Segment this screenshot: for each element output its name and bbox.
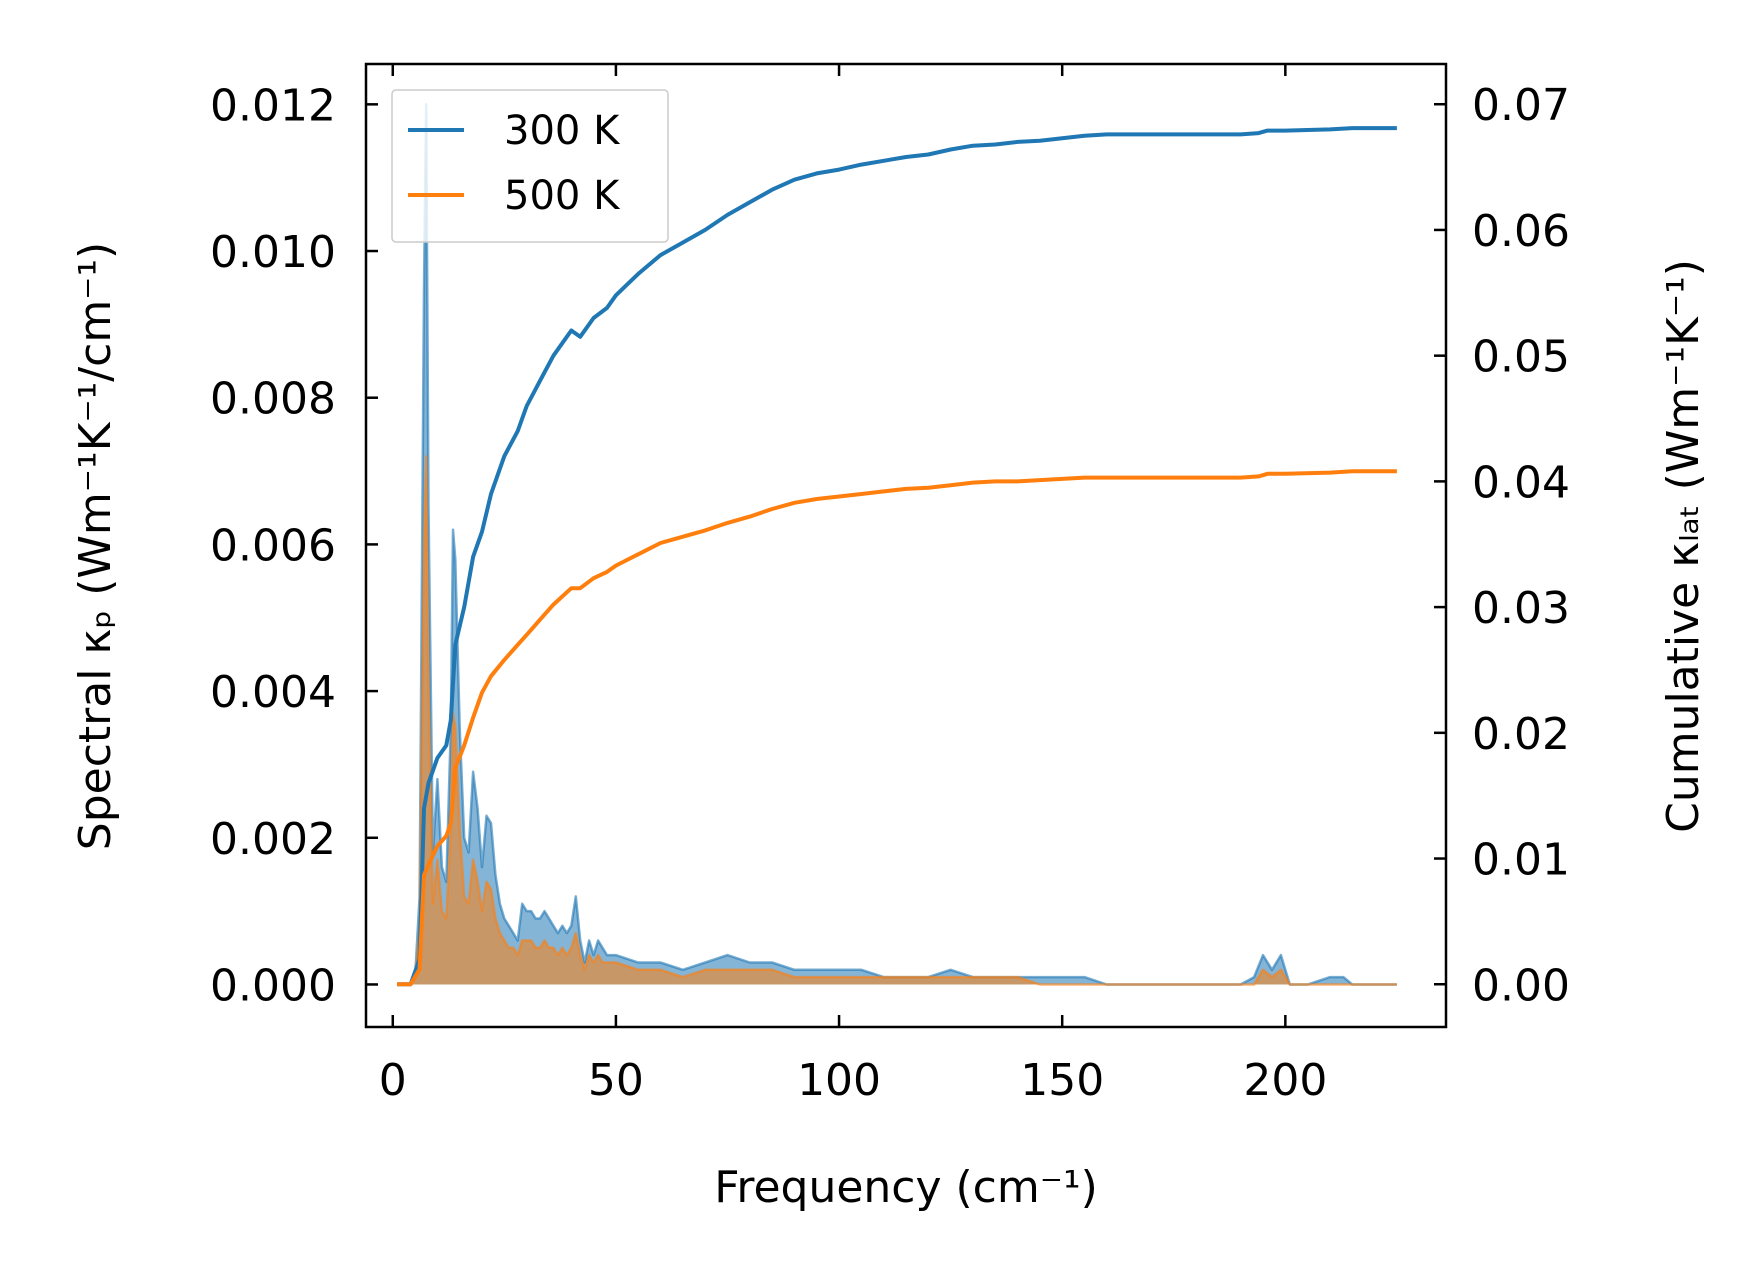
y-right-tick-label: 0.05: [1472, 332, 1570, 383]
y-right-tick-label: 0.04: [1472, 457, 1570, 508]
y-left-tick-label: 0.012: [210, 80, 336, 131]
y-right-tick-label: 0.00: [1472, 960, 1570, 1011]
axis-ticks: 0 50 100 150 200 0.000 0.002 0.004 0.006 0.008 0.0…: [210, 64, 1570, 1106]
plot-area: [397, 103, 1397, 987]
legend-label-300k: 300 K: [504, 108, 621, 154]
spectral-line-500k: [397, 455, 1397, 986]
series-lines: [397, 126, 1397, 987]
y-left-tick-label: 0.006: [210, 520, 336, 571]
x-tick-label: 50: [588, 1055, 644, 1106]
spectral-fill-300k: [397, 104, 1397, 985]
x-tick-label: 0: [379, 1055, 407, 1106]
y-right-axis-label: Cumulative κₗₐₜ (Wm⁻¹K⁻¹): [1658, 259, 1709, 833]
spectral-fills: [397, 103, 1397, 986]
y-left-tick-label: 0.000: [210, 960, 336, 1011]
x-tick-label: 100: [797, 1055, 881, 1106]
y-left-axis-label: Spectral κₚ (Wm⁻¹K⁻¹/cm⁻¹): [70, 242, 121, 850]
y-right-tick-label: 0.07: [1472, 80, 1570, 131]
legend-label-500k: 500 K: [504, 173, 621, 219]
y-right-tick-label: 0.03: [1472, 583, 1570, 634]
cumulative-line-300k: [397, 126, 1397, 987]
y-right-tick-label: 0.02: [1472, 709, 1570, 760]
y-left-tick-label: 0.008: [210, 374, 336, 425]
x-tick-label: 200: [1243, 1055, 1327, 1106]
y-left-tick-label: 0.004: [210, 667, 336, 718]
legend: 300 K 500 K: [391, 89, 669, 243]
y-right-tick-label: 0.06: [1472, 206, 1570, 257]
y-left-tick-label: 0.002: [210, 814, 336, 865]
y-left-tick-label: 0.010: [210, 227, 336, 278]
x-axis-label: Frequency (cm⁻¹): [714, 1162, 1098, 1213]
spectral-fill-500k: [397, 456, 1397, 985]
x-tick-label: 150: [1020, 1055, 1104, 1106]
y-right-tick-label: 0.01: [1472, 835, 1570, 886]
cumulative-line-500k: [397, 469, 1397, 987]
